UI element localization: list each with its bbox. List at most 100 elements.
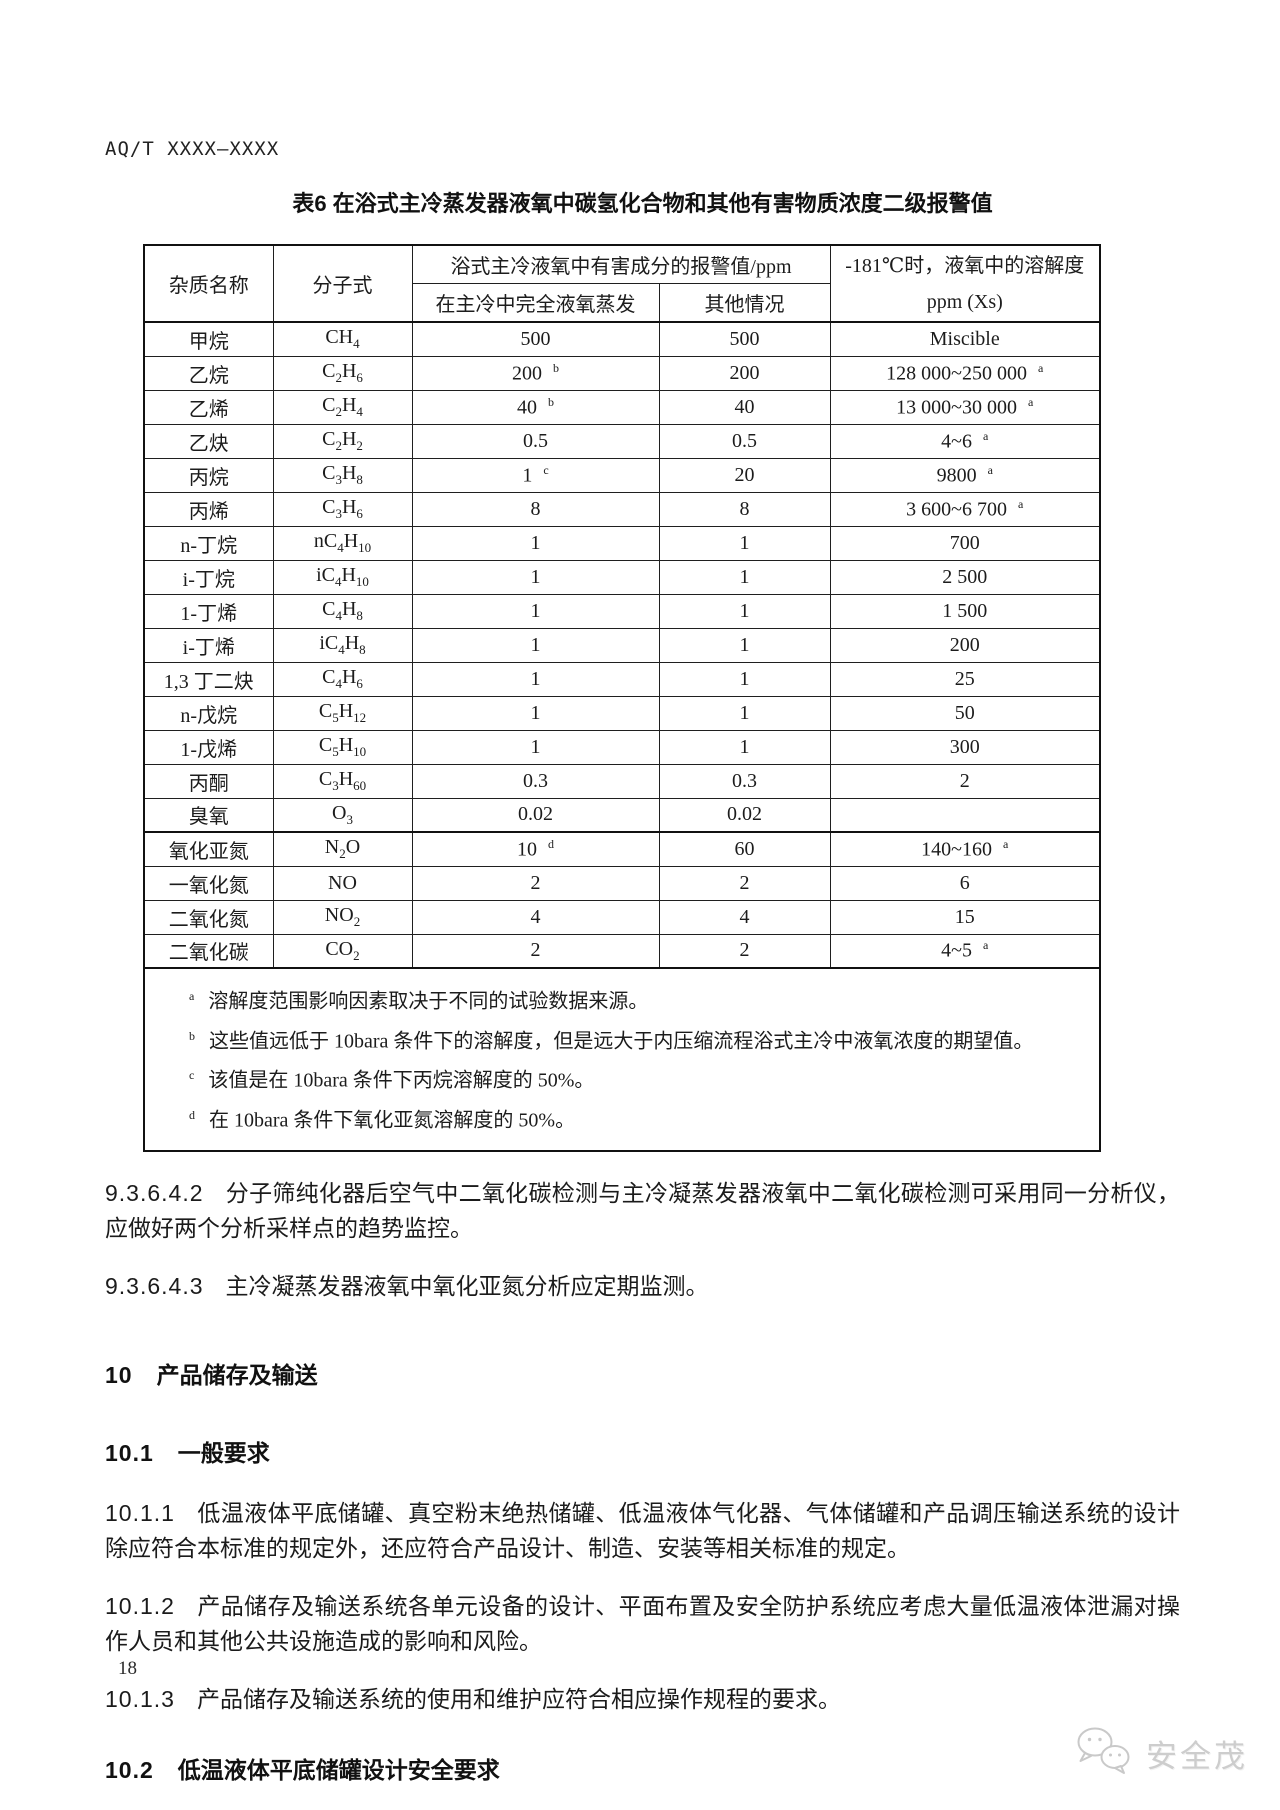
cell-molecular-formula: C3H8 — [272, 457, 413, 493]
cell-other-cases-value: 1 — [658, 695, 831, 731]
cell-impurity-name: 氧化亚氮 — [143, 831, 274, 867]
cell-other-cases-value: 40 — [658, 389, 831, 425]
table-row: n-戊烷 C5H12 1 1 50 — [143, 695, 1101, 731]
cell-impurity-name: 一氧化氮 — [143, 865, 274, 901]
cell-full-evaporation-value: 1 — [411, 593, 660, 629]
cell-other-cases-value: 8 — [658, 491, 831, 527]
cell-solubility-value: 9800 a — [829, 457, 1101, 493]
cell-molecular-formula: C2H6 — [272, 355, 413, 391]
page-number: 18 — [118, 1658, 137, 1679]
footnote-mark: b — [189, 1028, 195, 1043]
cell-molecular-formula: CO2 — [272, 933, 413, 969]
cell-impurity-name: 乙烯 — [143, 389, 274, 425]
table-header-row-1: 杂质名称 分子式 浴式主冷液氧中有害成分的报警值/ppm -181℃时，液氧中的… — [143, 244, 1101, 323]
cell-molecular-formula: NO2 — [272, 899, 413, 935]
footnote-text: 该值是在 10bara 条件下丙烷溶解度的 50%。 — [208, 1069, 595, 1092]
cell-full-evaporation-value: 1 — [411, 627, 660, 663]
cell-molecular-formula: nC4H10 — [272, 525, 413, 561]
para-9-3-6-4-2: 9.3.6.4.2 分子筛纯化器后空气中二氧化碳检测与主冷凝蒸发器液氧中二氧化碳检… — [105, 1176, 1180, 1246]
cell-molecular-formula: iC4H8 — [272, 627, 413, 663]
table-row: i-丁烷 iC4H10 1 1 2 500 — [143, 559, 1101, 595]
cell-molecular-formula: N2O — [272, 831, 413, 867]
cell-other-cases-value: 1 — [658, 593, 831, 629]
cell-impurity-name: 乙烷 — [143, 355, 274, 391]
cell-impurity-name: 丙烷 — [143, 457, 274, 493]
footnote-mark: c — [189, 1068, 195, 1083]
cell-solubility-value: 13 000~30 000 a — [829, 389, 1101, 425]
col-alarm-group: 浴式主冷液氧中有害成分的报警值/ppm — [411, 244, 831, 284]
heading-10-1: 10.1 一般要求 — [105, 1434, 1180, 1468]
cell-molecular-formula: C3H6 — [272, 491, 413, 527]
heading-10: 10 产品储存及输送 — [105, 1356, 1180, 1390]
section-number: 9.3.6.4.2 — [105, 1179, 204, 1206]
cell-impurity-name: i-丁烷 — [143, 559, 274, 595]
cell-full-evaporation-value: 0.5 — [411, 423, 660, 459]
cell-other-cases-value: 0.5 — [658, 423, 831, 459]
table-footnotes: a 溶解度范围影响因素取决于不同的试验数据来源。 b 这些值远低于 10bara 条件… — [143, 967, 1101, 1152]
col-solubility-line2: ppm (Xs) — [926, 290, 1003, 313]
table-row: 一氧化氮 NO 2 2 6 — [143, 865, 1101, 901]
para-10-1-2: 10.1.2 产品储存及输送系统各单元设备的设计、平面布置及安全防护系统应考虑大量… — [105, 1589, 1180, 1659]
cell-impurity-name: 甲烷 — [143, 321, 274, 357]
cell-full-evaporation-value: 40 b — [411, 389, 660, 425]
cell-solubility-value: 4~5 a — [829, 933, 1101, 969]
section-text: 主冷凝蒸发器液氧中氧化亚氮分析应定期监测。 — [225, 1273, 709, 1299]
cell-full-evaporation-value: 2 — [411, 933, 660, 969]
cell-full-evaporation-value: 200 b — [411, 355, 660, 391]
cell-impurity-name: 丙烯 — [143, 491, 274, 527]
col-solubility-line1: -181℃时，液氧中的溶解度 — [845, 254, 1085, 277]
table-row: 甲烷 CH4 500 500 Miscible — [143, 321, 1101, 357]
col-molecular-formula: 分子式 — [272, 244, 413, 323]
table-row: 1-戊烯 C5H10 1 1 300 — [143, 729, 1101, 765]
footnote-line: b 这些值远低于 10bara 条件下的溶解度，但是远大于内压缩流程浴式主冷中液氧… — [189, 1019, 1089, 1059]
heading-10-2: 10.2 低温液体平底储罐设计安全要求 — [105, 1751, 1180, 1785]
section-number: 10.1.1 — [105, 1499, 175, 1526]
table-row: 1-丁烯 C4H8 1 1 1 500 — [143, 593, 1101, 629]
cell-molecular-formula: CH4 — [272, 321, 413, 357]
table-row: n-丁烷 nC4H10 1 1 700 — [143, 525, 1101, 561]
cell-molecular-formula: O3 — [272, 797, 413, 833]
cell-molecular-formula: C4H6 — [272, 661, 413, 697]
cell-molecular-formula: C4H8 — [272, 593, 413, 629]
footnotes-row: a 溶解度范围影响因素取决于不同的试验数据来源。 b 这些值远低于 10bara 条件… — [143, 967, 1101, 1152]
cell-solubility-value: 25 — [829, 661, 1101, 697]
table-row: 二氧化碳 CO2 2 2 4~5 a — [143, 933, 1101, 969]
cell-other-cases-value: 1 — [658, 661, 831, 697]
cell-other-cases-value: 2 — [658, 933, 831, 969]
table-row: 乙炔 C2H2 0.5 0.5 4~6 a — [143, 423, 1101, 459]
section-number: 10.1.2 — [105, 1592, 175, 1619]
cell-full-evaporation-value: 1 — [411, 525, 660, 561]
cell-molecular-formula: C3H60 — [272, 763, 413, 799]
section-text: 产品储存及输送系统的使用和维护应符合相应操作规程的要求。 — [196, 1686, 841, 1712]
table-row: 丙烷 C3H8 1 c 20 9800 a — [143, 457, 1101, 493]
cell-full-evaporation-value: 1 — [411, 559, 660, 595]
cell-other-cases-value: 1 — [658, 729, 831, 765]
cell-full-evaporation-value: 1 — [411, 661, 660, 697]
footnote-line: c 该值是在 10bara 条件下丙烷溶解度的 50%。 — [189, 1058, 1089, 1098]
table-row: 丙烯 C3H6 8 8 3 600~6 700 a — [143, 491, 1101, 527]
section-text: 产品储存及输送系统各单元设备的设计、平面布置及安全防护系统应考虑大量低温液体泄漏… — [105, 1593, 1180, 1654]
cell-solubility-value: 15 — [829, 899, 1101, 935]
cell-solubility-value: 50 — [829, 695, 1101, 731]
table-row: 乙烯 C2H4 40 b 40 13 000~30 000 a — [143, 389, 1101, 425]
cell-solubility-value: 700 — [829, 525, 1101, 561]
cell-impurity-name: 1-丁烯 — [143, 593, 274, 629]
cell-molecular-formula: NO — [272, 865, 413, 901]
para-10-1-1: 10.1.1 低温液体平底储罐、真空粉末绝热储罐、低温液体气化器、气体储罐和产品调… — [105, 1496, 1180, 1566]
cell-molecular-formula: C5H12 — [272, 695, 413, 731]
col-other-cases: 其他情况 — [658, 283, 831, 323]
cell-full-evaporation-value: 500 — [411, 321, 660, 357]
section-text: 低温液体平底储罐、真空粉末绝热储罐、低温液体气化器、气体储罐和产品调压输送系统的… — [105, 1500, 1180, 1561]
cell-molecular-formula: C2H2 — [272, 423, 413, 459]
cell-impurity-name: 臭氧 — [143, 797, 274, 833]
cell-full-evaporation-value: 1 c — [411, 457, 660, 493]
cell-other-cases-value: 2 — [658, 865, 831, 901]
watermark: 安全茂 — [1074, 1726, 1248, 1781]
cell-impurity-name: 二氧化碳 — [143, 933, 274, 969]
cell-solubility-value — [829, 797, 1101, 833]
heading-text: 低温液体平底储罐设计安全要求 — [177, 1756, 500, 1783]
cell-other-cases-value: 500 — [658, 321, 831, 357]
footnote-line: d 在 10bara 条件下氧化亚氮溶解度的 50%。 — [189, 1098, 1089, 1138]
